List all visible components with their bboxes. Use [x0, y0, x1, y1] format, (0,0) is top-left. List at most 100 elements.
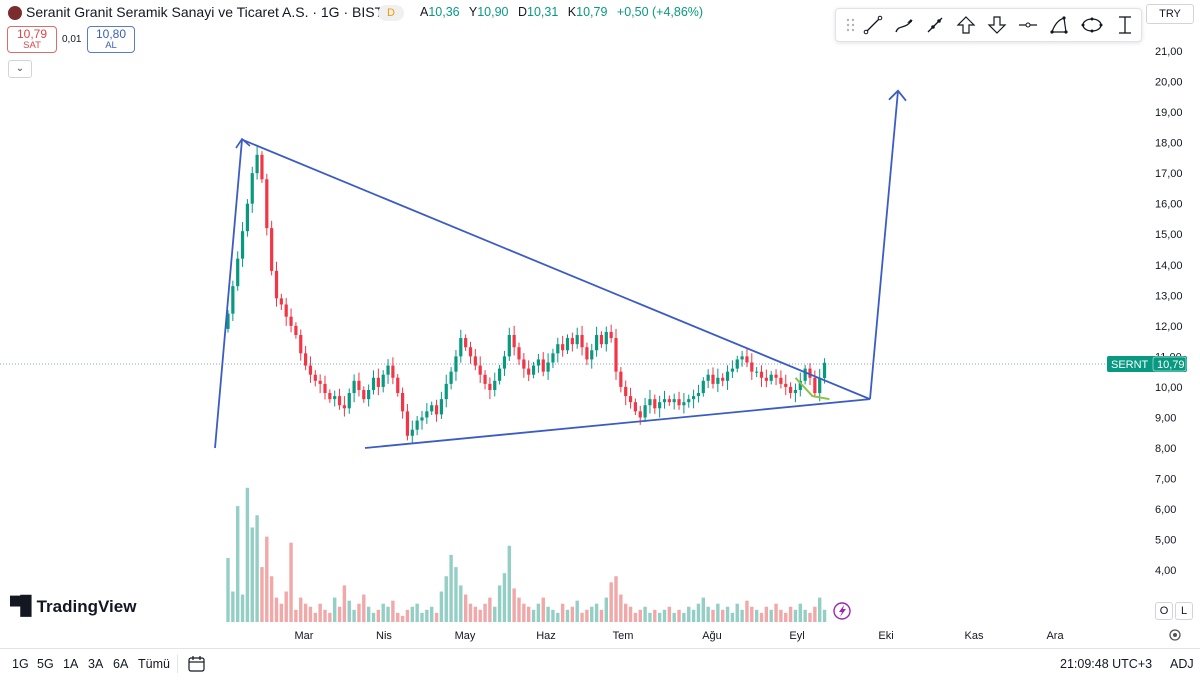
volume-bar [560, 603, 565, 622]
candle [580, 325, 584, 356]
arrow-up-icon[interactable] [955, 14, 977, 36]
drawing-line [241, 138, 871, 400]
candle [507, 327, 511, 361]
range-6a[interactable]: 6A [113, 657, 129, 671]
volume-bar [507, 545, 511, 622]
last-price-value: 10,79 [1157, 359, 1185, 371]
sell-button[interactable]: 10,79 SAT [7, 26, 57, 53]
candle [585, 342, 589, 365]
volume-bar [439, 591, 444, 622]
arrow-head [888, 89, 907, 102]
candle [619, 367, 623, 393]
volume-bar [386, 606, 390, 622]
volume-bar [328, 612, 332, 622]
range-5g[interactable]: 5G [37, 657, 54, 671]
ray-icon[interactable] [924, 14, 946, 36]
candle-body [604, 331, 608, 345]
candle-body [304, 353, 308, 366]
candle [672, 393, 676, 410]
candle [696, 384, 701, 403]
candle-body [367, 389, 371, 400]
candle-body [585, 347, 589, 360]
volume-bar [274, 597, 279, 622]
candle-body [793, 389, 798, 394]
trend-line-icon[interactable] [862, 14, 884, 36]
drawings[interactable] [214, 89, 907, 449]
range-all[interactable]: Tümü [138, 657, 170, 671]
arrow-down-icon[interactable] [986, 14, 1008, 36]
settings-icon[interactable] [1169, 629, 1181, 641]
range-3a[interactable]: 3A [88, 657, 104, 671]
y-tick-label: 9,00 [1155, 412, 1176, 424]
ellipse-icon[interactable] [1081, 14, 1103, 36]
market-status-badge[interactable]: D [378, 5, 404, 21]
range-1a[interactable]: 1A [63, 657, 79, 671]
lightning-icon[interactable] [833, 602, 851, 620]
horizontal-line-icon[interactable] [1017, 14, 1039, 36]
scale-l-button[interactable]: L [1175, 602, 1193, 620]
candles [226, 146, 827, 445]
candle [459, 329, 463, 363]
drawing-arrow [869, 90, 899, 400]
x-axis[interactable]: Mar Nis May Haz Tem Ağu Eyl Eki Kas Ara [295, 630, 1065, 642]
ma-lines [794, 377, 830, 401]
drag-handle-icon[interactable] [840, 14, 862, 36]
candle-body [687, 399, 691, 403]
candle [531, 361, 536, 379]
candle-body [561, 344, 565, 351]
spread-value: 0,01 [62, 34, 82, 45]
adj-toggle[interactable]: ADJ [1170, 657, 1194, 671]
candle [493, 372, 497, 397]
volume-bar [231, 591, 235, 622]
brush-icon[interactable] [893, 14, 915, 36]
volume-bar [818, 597, 822, 622]
candle [420, 411, 424, 430]
candle-body [798, 380, 802, 390]
buy-button[interactable]: 10,80 AL [87, 26, 135, 53]
calendar-icon[interactable] [187, 654, 207, 674]
path-icon[interactable] [1048, 14, 1070, 36]
x-tick-label: Haz [536, 630, 556, 642]
volume-bar [672, 612, 676, 622]
candle [517, 342, 521, 365]
candle [711, 367, 715, 389]
volume-bar [764, 606, 769, 622]
candle-body [231, 286, 235, 314]
range-1g[interactable]: 1G [12, 657, 29, 671]
volume-bar [405, 609, 410, 622]
candle-body [405, 411, 410, 436]
volume-bar [556, 612, 560, 622]
volume-bar [279, 603, 284, 622]
volume-bar [682, 612, 686, 622]
volume-bar [250, 527, 254, 622]
volume-bar [396, 612, 400, 622]
drawing-toolbar[interactable] [835, 8, 1142, 42]
volume-bar [551, 609, 555, 622]
volume-bar [318, 603, 322, 622]
volume-bar [541, 597, 545, 622]
candle-body [643, 405, 647, 418]
volume-bar [721, 609, 725, 622]
volume-bar [570, 606, 575, 622]
y-axis[interactable]: 21,00 20,00 19,00 18,00 17,00 16,00 15,00 14,00… [1155, 46, 1183, 577]
candle-body [740, 356, 744, 360]
candle-body [468, 347, 473, 357]
volume-bar [580, 612, 584, 622]
volume-bar [226, 557, 230, 622]
candle-body [376, 377, 380, 387]
symbol-title[interactable]: Seranit Granit Seramik Sanayi ve Ticaret… [26, 4, 384, 20]
price-range-icon[interactable] [1114, 14, 1136, 36]
clock-timezone[interactable]: 21:09:48 UTC+3 [1060, 657, 1153, 671]
candle-body [735, 359, 739, 369]
scale-o-button[interactable]: O [1155, 602, 1173, 620]
volume-bar [687, 606, 691, 622]
candle [483, 370, 487, 390]
candle [304, 346, 308, 371]
candle [240, 222, 245, 267]
candle [575, 327, 579, 349]
volume-bar [779, 609, 783, 622]
collapse-legend-button[interactable]: ⌄ [8, 60, 32, 78]
currency-selector[interactable]: TRY [1146, 4, 1194, 24]
volume-bar [337, 606, 342, 622]
